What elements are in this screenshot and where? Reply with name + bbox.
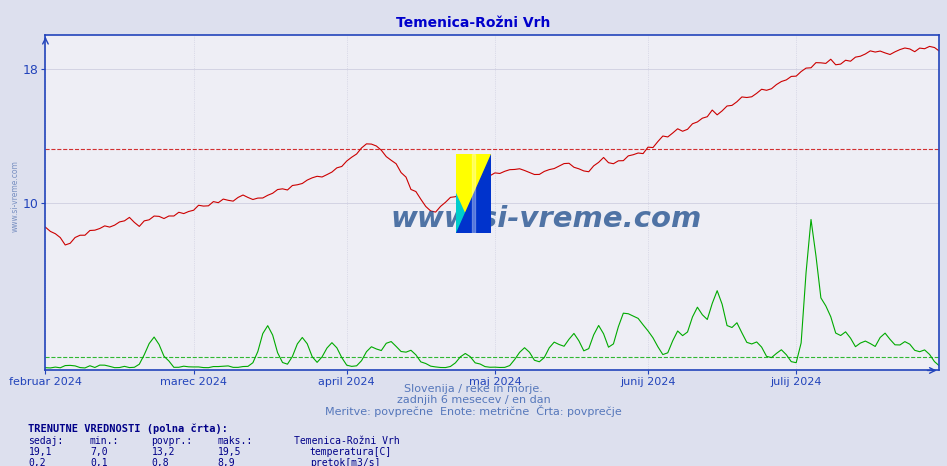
Text: zadnjih 6 mesecev / en dan: zadnjih 6 mesecev / en dan xyxy=(397,395,550,404)
Text: temperatura[C]: temperatura[C] xyxy=(310,447,392,457)
Text: www.si-vreme.com: www.si-vreme.com xyxy=(10,160,20,232)
Text: 19,5: 19,5 xyxy=(218,447,241,457)
Text: www.si-vreme.com: www.si-vreme.com xyxy=(390,206,702,233)
Text: Temenica-Rožni Vrh: Temenica-Rožni Vrh xyxy=(396,16,551,30)
Text: 0,2: 0,2 xyxy=(28,458,46,466)
Text: povpr.:: povpr.: xyxy=(152,436,192,446)
Text: 19,1: 19,1 xyxy=(28,447,52,457)
Text: Meritve: povprečne  Enote: metrične  Črta: povprečje: Meritve: povprečne Enote: metrične Črta:… xyxy=(325,405,622,417)
Text: 0,1: 0,1 xyxy=(90,458,108,466)
Text: 8,9: 8,9 xyxy=(218,458,236,466)
Text: Slovenija / reke in morje.: Slovenija / reke in morje. xyxy=(404,384,543,394)
Polygon shape xyxy=(472,154,475,233)
Text: sedaj:: sedaj: xyxy=(28,436,63,446)
Polygon shape xyxy=(456,193,474,233)
Text: min.:: min.: xyxy=(90,436,119,446)
Text: Temenica-Rožni Vrh: Temenica-Rožni Vrh xyxy=(294,436,400,446)
Polygon shape xyxy=(456,154,491,233)
Text: maks.:: maks.: xyxy=(218,436,253,446)
Text: 13,2: 13,2 xyxy=(152,447,175,457)
Text: pretok[m3/s]: pretok[m3/s] xyxy=(310,458,380,466)
Text: TRENUTNE VREDNOSTI (polna črta):: TRENUTNE VREDNOSTI (polna črta): xyxy=(28,423,228,434)
Text: 7,0: 7,0 xyxy=(90,447,108,457)
Text: 0,8: 0,8 xyxy=(152,458,170,466)
Polygon shape xyxy=(456,154,491,233)
